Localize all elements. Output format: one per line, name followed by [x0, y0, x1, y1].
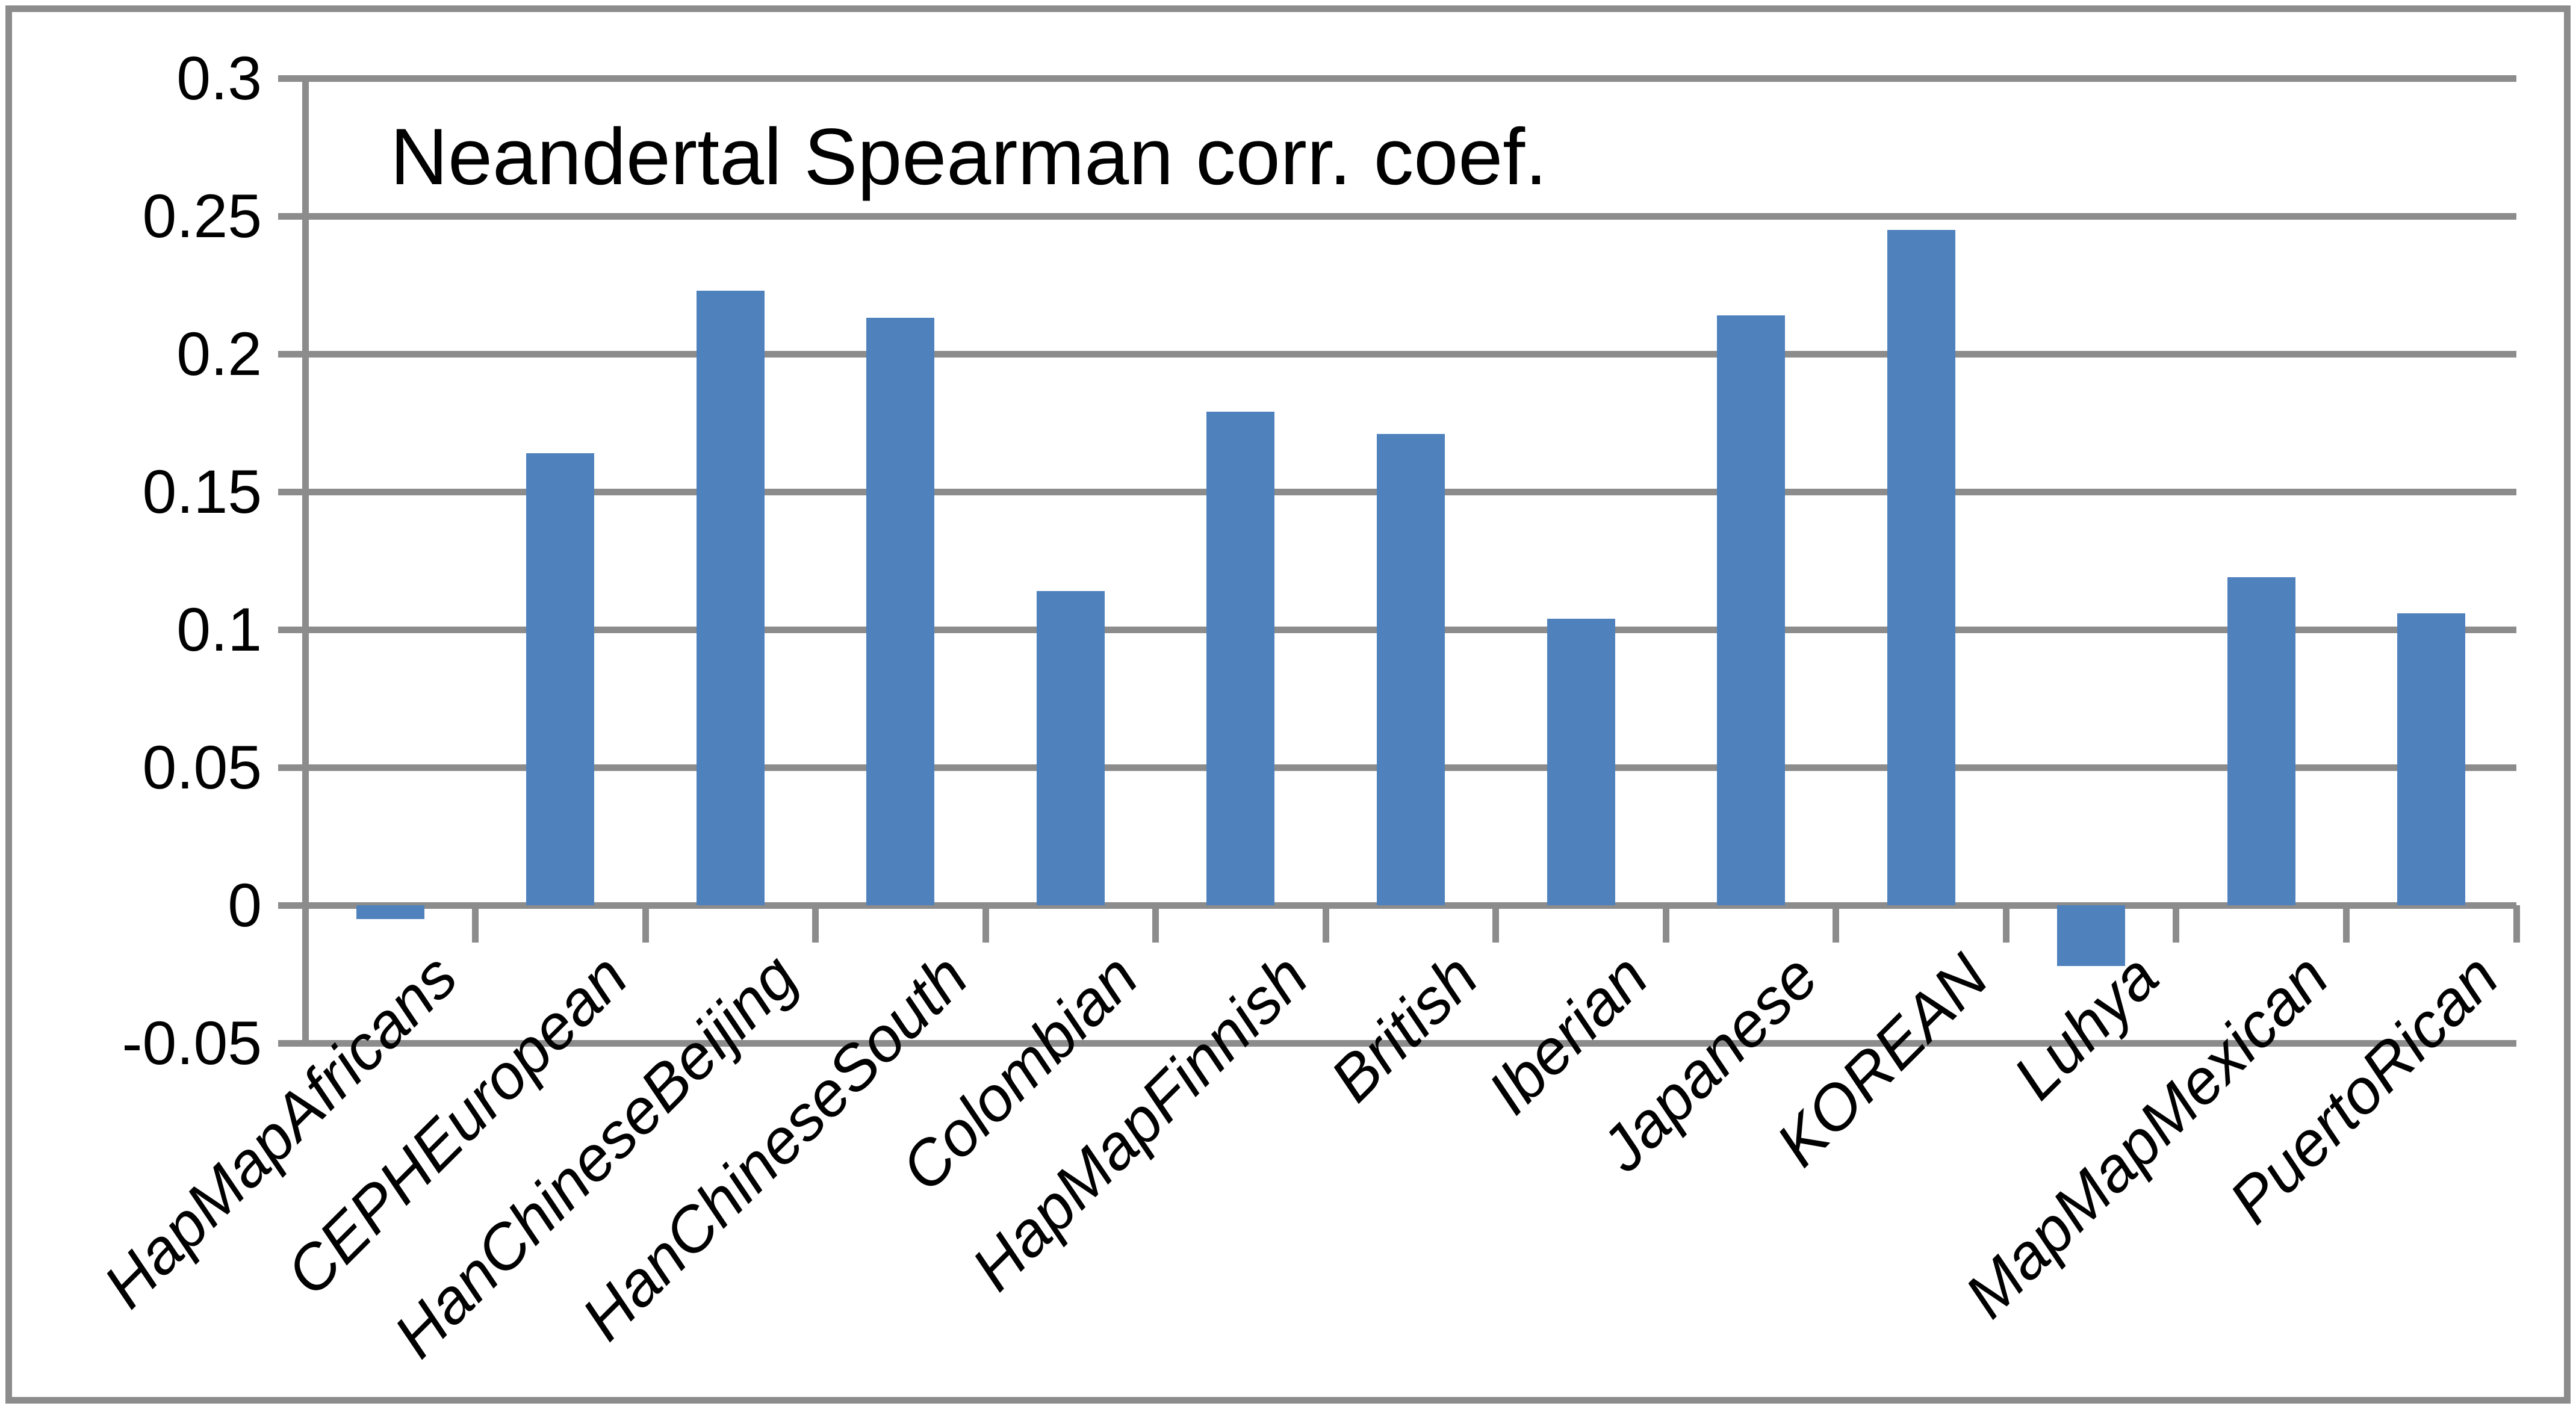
bar — [1376, 433, 1445, 905]
gridline — [305, 75, 2516, 82]
x-axis-tick — [1492, 905, 1500, 943]
y-axis-tick — [278, 902, 312, 909]
x-axis-tick — [2173, 905, 2180, 943]
y-axis-label: 0 — [228, 871, 262, 940]
y-axis-label: -0.05 — [122, 1009, 262, 1077]
bar — [866, 318, 935, 905]
bar — [526, 453, 595, 905]
x-axis-tick — [812, 905, 819, 943]
x-axis-tick — [2342, 905, 2350, 943]
bar — [696, 290, 765, 905]
gridline — [305, 212, 2516, 220]
x-axis-tick — [1833, 905, 1840, 943]
gridline — [305, 1039, 2516, 1047]
x-axis-tick — [982, 905, 989, 943]
y-axis-label: 0.3 — [176, 44, 262, 113]
y-axis-tick — [278, 1039, 312, 1047]
bar — [356, 905, 424, 919]
y-axis-tick — [278, 764, 312, 771]
y-axis-tick — [278, 626, 312, 633]
y-axis-label: 0.25 — [142, 182, 262, 250]
bar — [1717, 315, 1786, 905]
x-axis-tick — [472, 905, 479, 943]
x-axis-tick — [1322, 905, 1329, 943]
bar — [2397, 613, 2466, 905]
y-axis-tick — [278, 488, 312, 495]
x-axis-tick — [302, 905, 309, 943]
y-axis-tick — [278, 350, 312, 358]
bar — [1547, 618, 1615, 905]
x-axis-tick — [642, 905, 649, 943]
y-axis-label: 0.15 — [142, 457, 262, 526]
y-axis-label: 0.1 — [176, 595, 262, 664]
y-axis-label: 0.05 — [142, 733, 262, 802]
y-axis-tick — [278, 212, 312, 220]
y-axis-tick — [278, 75, 312, 82]
x-axis-tick — [1662, 905, 1669, 943]
bar — [1206, 412, 1275, 905]
chart-border — [5, 5, 2571, 1404]
x-axis-tick — [2002, 905, 2010, 943]
chart-title: Neandertal Spearman corr. coef. — [390, 113, 1548, 202]
x-axis-line — [305, 902, 2516, 909]
bar — [2227, 577, 2295, 905]
y-axis-line — [302, 75, 309, 1047]
bar — [1887, 229, 1955, 905]
bar — [1036, 590, 1105, 905]
gridline — [305, 350, 2516, 358]
bar — [2057, 905, 2126, 966]
x-axis-tick — [2513, 905, 2520, 943]
x-axis-tick — [1152, 905, 1159, 943]
y-axis-label: 0.2 — [176, 320, 262, 388]
